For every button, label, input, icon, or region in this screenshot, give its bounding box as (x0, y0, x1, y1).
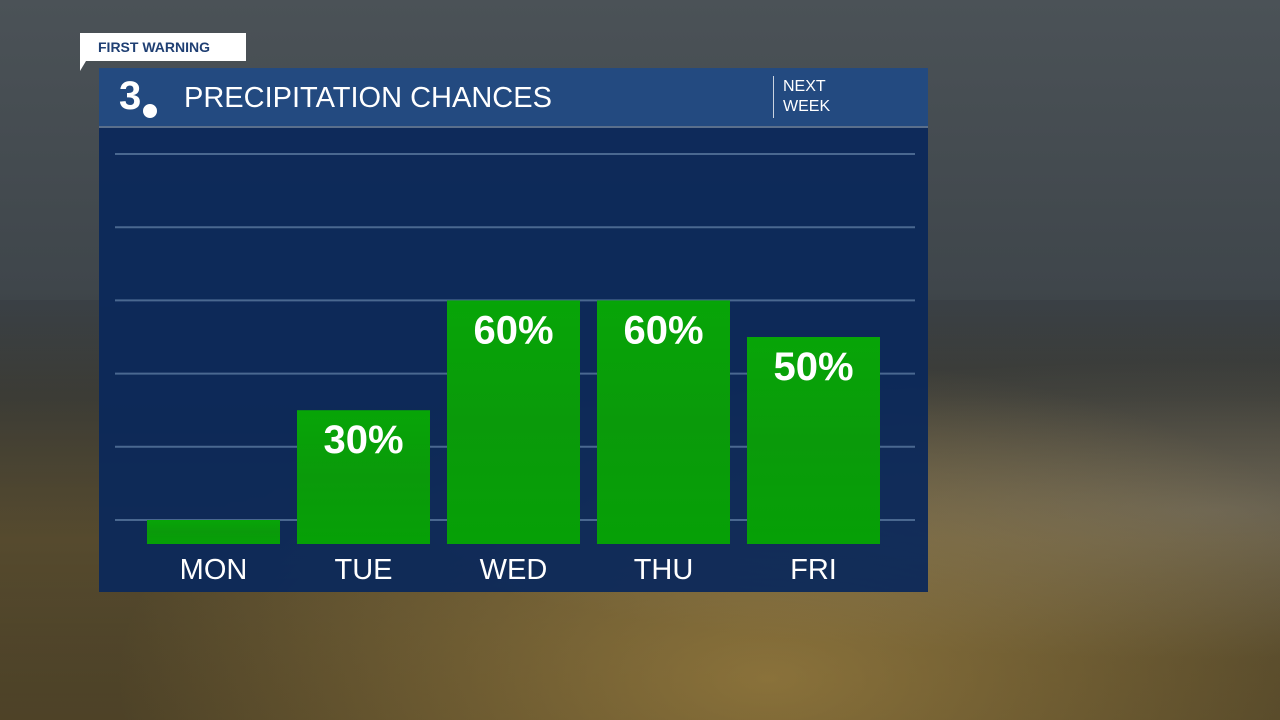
header-divider (773, 76, 774, 118)
bar-tue (297, 410, 430, 544)
logo-number: 3 (119, 74, 142, 118)
station-logo: 3 (119, 74, 159, 120)
category-label: FRI (790, 554, 837, 586)
first-warning-badge: FIRST WARNING (80, 33, 246, 71)
precip-panel: 3 PRECIPITATION CHANCES NEXT WEEK MON TUE… (99, 68, 928, 592)
bar-fri (747, 337, 880, 544)
cbs-eye-icon (141, 102, 159, 120)
category-label: MON (180, 554, 248, 586)
category-label: TUE (335, 554, 393, 586)
panel-header: 3 PRECIPITATION CHANCES NEXT WEEK (99, 68, 928, 128)
data-label: 30% (323, 418, 403, 462)
data-label: 60% (473, 308, 553, 352)
period-label: NEXT WEEK (783, 78, 831, 115)
bar-mon (147, 520, 280, 544)
bar-thu (597, 300, 730, 544)
category-label: WED (480, 554, 548, 586)
bar-wed (447, 300, 580, 544)
data-label: 60% (623, 308, 703, 352)
bar-chart: MON TUE 30% WED 60% THU 60% FRI 50% (115, 153, 915, 586)
chart-title: PRECIPITATION CHANCES (184, 82, 552, 114)
chart-area: MON TUE 30% WED 60% THU 60% FRI 50% (99, 128, 928, 592)
category-label: THU (634, 554, 694, 586)
data-label: 50% (773, 345, 853, 389)
